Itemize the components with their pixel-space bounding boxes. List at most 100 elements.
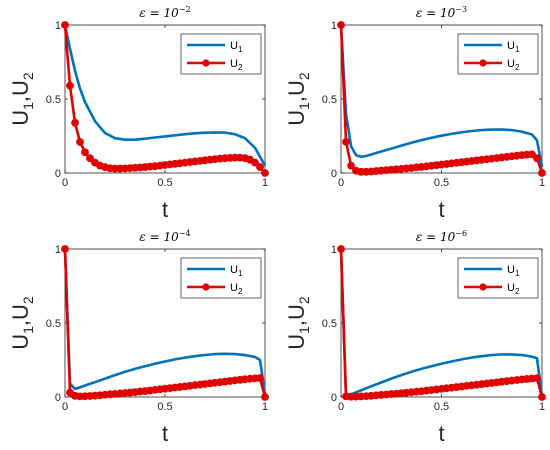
legend-label-u: U bbox=[230, 40, 238, 52]
data-point bbox=[256, 374, 264, 382]
legend: U1 U2 bbox=[457, 33, 539, 75]
legend-entry: U1 bbox=[464, 40, 520, 54]
legend-label: U2 bbox=[230, 282, 243, 296]
y-axis-label-sub1: 1 bbox=[296, 102, 312, 110]
x-axis-label: t bbox=[162, 421, 168, 446]
y-tick-label: 1 bbox=[55, 20, 61, 32]
data-point bbox=[347, 161, 355, 170]
y-axis-label-sep: ,U bbox=[284, 304, 309, 326]
series-u2 bbox=[61, 21, 269, 177]
legend-label: U1 bbox=[230, 264, 243, 278]
legend-label-u: U bbox=[230, 264, 238, 276]
data-point bbox=[81, 148, 89, 157]
legend-entry: U2 bbox=[187, 58, 243, 72]
y-axis-label-u: U bbox=[8, 334, 33, 350]
legend-entry: U2 bbox=[464, 282, 520, 296]
title-base: ε = 10 bbox=[139, 6, 179, 20]
y-axis-label-sub2: 2 bbox=[296, 72, 312, 80]
series-u1 bbox=[339, 24, 544, 168]
y-axis-label: U1,U2 bbox=[8, 72, 36, 126]
y-axis-label-sub2: 2 bbox=[20, 72, 36, 80]
title-base: ε = 10 bbox=[416, 230, 456, 244]
legend-box bbox=[180, 257, 262, 299]
x-tick-label: 1 bbox=[539, 401, 545, 413]
legend-marker bbox=[479, 283, 487, 291]
y-axis-label-sub1: 1 bbox=[20, 326, 36, 334]
legend-label-sub: 1 bbox=[515, 45, 520, 54]
y-tick-label: 1 bbox=[331, 20, 337, 32]
x-tick-label: 0 bbox=[338, 177, 344, 189]
legend-box bbox=[457, 257, 539, 299]
legend-label: U2 bbox=[507, 58, 520, 72]
legend-label: U2 bbox=[230, 58, 243, 72]
data-point bbox=[61, 21, 69, 29]
data-point bbox=[76, 138, 84, 146]
legend-label-sub: 1 bbox=[515, 269, 520, 278]
title-exponent: −6 bbox=[455, 229, 467, 238]
legend-label-sub: 2 bbox=[238, 287, 243, 296]
series-line bbox=[63, 24, 267, 167]
x-tick-label: 0.5 bbox=[434, 177, 449, 189]
data-point bbox=[71, 118, 79, 127]
legend-entry: U1 bbox=[464, 264, 520, 278]
y-axis-label-u: U bbox=[8, 110, 33, 126]
y-tick-label: 0 bbox=[55, 392, 61, 404]
legend-marker bbox=[479, 59, 487, 67]
series-u1 bbox=[63, 24, 267, 167]
chart-title: ε = 10−6 bbox=[416, 229, 467, 244]
legend-marker bbox=[202, 59, 210, 67]
data-point bbox=[261, 169, 269, 177]
title-base: ε = 10 bbox=[139, 230, 179, 244]
y-axis-label-sub1: 1 bbox=[296, 326, 312, 334]
x-tick-label: 0.5 bbox=[157, 401, 172, 413]
legend-entry: U2 bbox=[464, 58, 520, 72]
legend-label-sub: 2 bbox=[238, 63, 243, 72]
x-tick-label: 1 bbox=[262, 401, 268, 413]
data-point bbox=[251, 158, 259, 167]
series-u1 bbox=[63, 248, 267, 395]
y-tick-label: 0.5 bbox=[322, 94, 337, 106]
legend-label: U2 bbox=[507, 282, 520, 296]
legend-entry: U1 bbox=[187, 40, 243, 54]
y-axis-label: U1,U2 bbox=[8, 296, 36, 350]
legend-label-u: U bbox=[230, 282, 238, 294]
series-u2 bbox=[61, 245, 269, 401]
data-point bbox=[342, 138, 350, 146]
data-point bbox=[533, 154, 541, 163]
y-axis-label-sep: ,U bbox=[284, 80, 309, 102]
legend-label-sub: 1 bbox=[238, 45, 243, 54]
series-u1 bbox=[339, 248, 544, 398]
y-axis-label-sub2: 2 bbox=[296, 296, 312, 304]
x-axis-label: t bbox=[162, 197, 168, 222]
title-base: ε = 10 bbox=[416, 6, 456, 20]
data-point bbox=[337, 245, 345, 253]
x-tick-label: 1 bbox=[262, 177, 268, 189]
x-tick-label: 0 bbox=[62, 401, 68, 413]
x-axis-label: t bbox=[438, 197, 444, 222]
y-tick-label: 0 bbox=[331, 392, 337, 404]
series-u2 bbox=[337, 21, 546, 177]
x-tick-label: 0 bbox=[338, 401, 344, 413]
x-tick-label: 0.5 bbox=[434, 401, 449, 413]
x-tick-label: 1 bbox=[539, 177, 545, 189]
x-tick-label: 0 bbox=[62, 177, 68, 189]
y-axis-label-sub1: 1 bbox=[20, 102, 36, 110]
legend-label-u: U bbox=[507, 282, 515, 294]
y-tick-label: 0 bbox=[331, 168, 337, 180]
legend-label: U1 bbox=[507, 264, 520, 278]
title-exponent: −2 bbox=[179, 5, 191, 14]
y-tick-label: 0.5 bbox=[46, 318, 61, 330]
series-line bbox=[339, 24, 544, 168]
legend-label-sub: 2 bbox=[515, 287, 520, 296]
legend-label: U1 bbox=[230, 40, 243, 54]
legend-entry: U2 bbox=[187, 282, 243, 296]
legend-marker bbox=[202, 283, 210, 291]
data-point bbox=[66, 81, 74, 90]
y-tick-label: 0.5 bbox=[46, 94, 61, 106]
data-point bbox=[261, 393, 269, 401]
